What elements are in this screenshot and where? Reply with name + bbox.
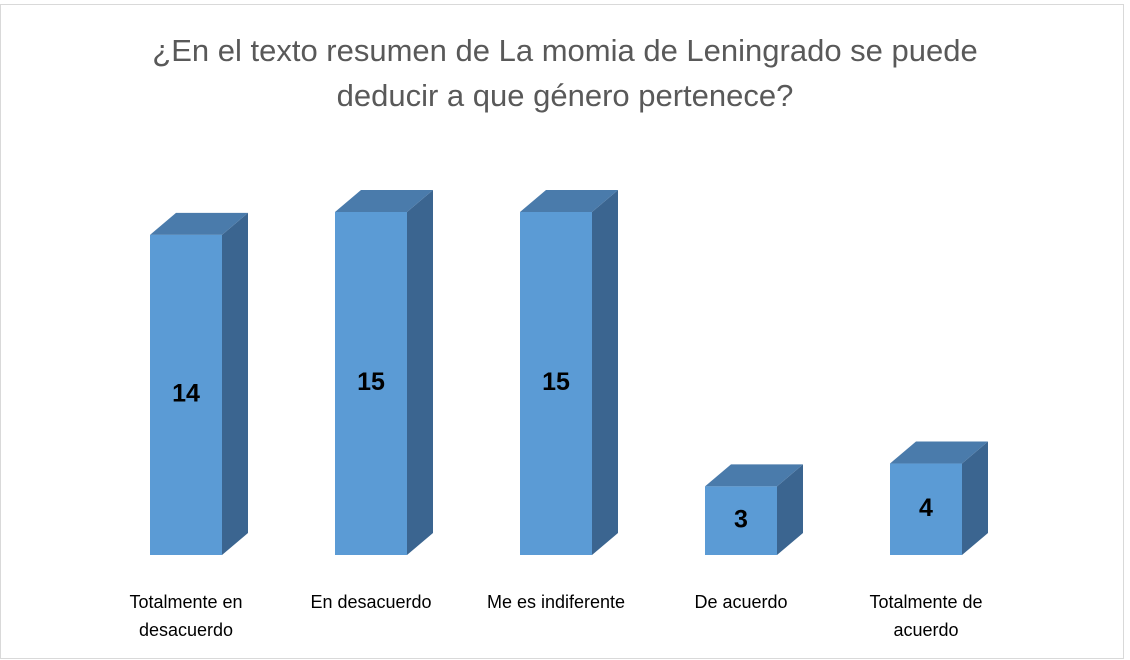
bar-side — [407, 190, 433, 555]
data-label: 15 — [357, 368, 385, 396]
bar-top — [890, 441, 988, 464]
chart-title: ¿En el texto resumen de La momia de Leni… — [152, 33, 978, 113]
bar-side — [777, 464, 803, 555]
x-tick-label: Totalmente de acuerdo — [869, 592, 983, 640]
bar-side — [222, 212, 248, 555]
bar — [520, 212, 592, 555]
bar-top — [705, 464, 803, 487]
bar-top — [150, 212, 248, 235]
data-label: 4 — [919, 494, 933, 522]
bar-top — [335, 190, 433, 212]
data-label: 15 — [542, 368, 570, 396]
bar — [705, 486, 777, 555]
x-tick-label: Totalmente en desacuerdo — [129, 592, 243, 640]
bar — [335, 212, 407, 555]
x-tick-label: De acuerdo — [694, 592, 788, 612]
data-label: 3 — [734, 505, 748, 533]
bar — [150, 234, 222, 555]
chart-frame — [0, 4, 1124, 659]
bar-side — [962, 441, 988, 555]
bar — [890, 463, 962, 555]
data-label: 14 — [172, 380, 200, 408]
x-tick-label: En desacuerdo — [310, 592, 432, 612]
bar-side — [592, 190, 618, 555]
bar-top — [520, 190, 618, 212]
x-tick-label: Me es indiferente — [486, 592, 626, 612]
